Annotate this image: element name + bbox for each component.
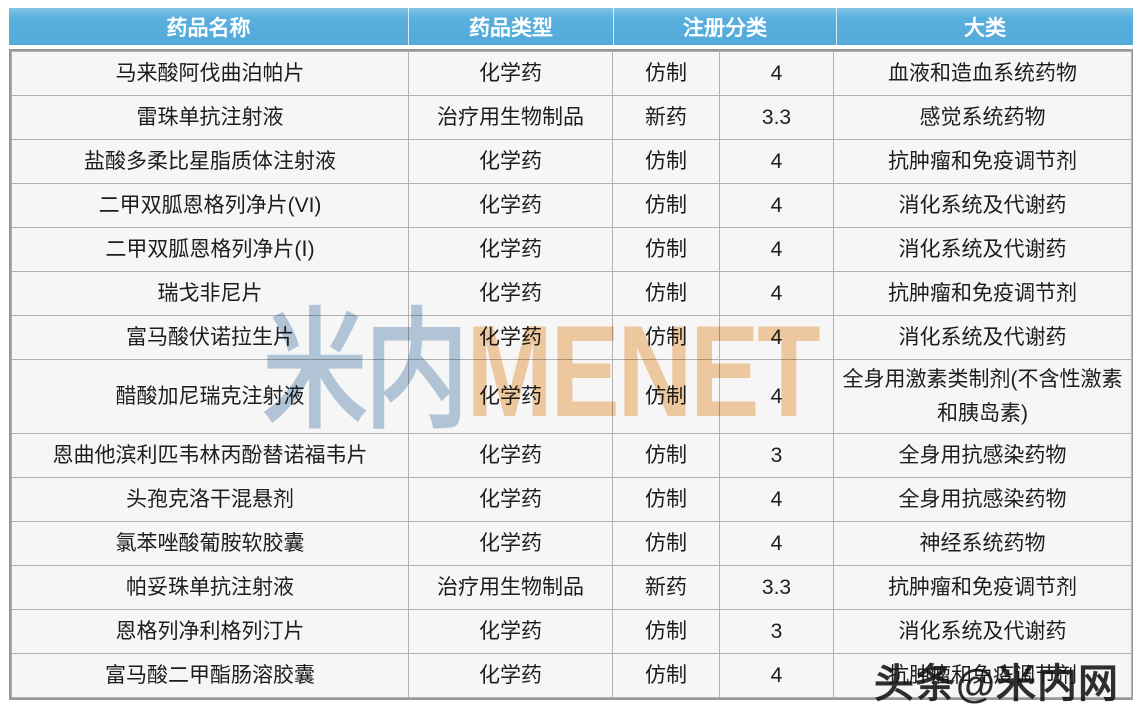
table-row: 雷珠单抗注射液 治疗用生物制品 新药 3.3 感觉系统药物 xyxy=(11,95,1132,140)
cell-category: 感觉系统药物 xyxy=(833,95,1132,140)
cell-category: 全身用抗感染药物 xyxy=(833,477,1132,523)
cell-drug-type: 治疗用生物制品 xyxy=(408,565,613,611)
cell-category: 消化系统及代谢药 xyxy=(833,315,1132,360)
cell-category: 消化系统及代谢药 xyxy=(833,609,1132,655)
cell-reg-type: 新药 xyxy=(612,95,720,140)
column-header-category: 大类 xyxy=(836,8,1133,45)
column-header-drug-type: 药品类型 xyxy=(408,8,613,45)
cell-category: 血液和造血系统药物 xyxy=(833,51,1132,96)
cell-drug-type: 化学药 xyxy=(408,521,613,567)
drug-table-rows: 马来酸阿伐曲泊帕片 化学药 仿制 4 血液和造血系统药物 雷珠单抗注射液 治疗用生物制品 新药… xyxy=(11,51,1132,699)
cell-drug-name: 雷珠单抗注射液 xyxy=(11,95,409,140)
table-row: 瑞戈非尼片 化学药 仿制 4 抗肿瘤和免疫调节剂 xyxy=(11,271,1132,316)
cell-drug-type: 化学药 xyxy=(408,358,613,435)
cell-reg-class: 3.3 xyxy=(719,565,834,611)
cell-drug-type: 化学药 xyxy=(408,315,613,360)
cell-drug-name: 醋酸加尼瑞克注射液 xyxy=(11,358,409,435)
cell-drug-type: 化学药 xyxy=(408,653,613,699)
cell-reg-class: 4 xyxy=(719,358,834,435)
cell-drug-name: 马来酸阿伐曲泊帕片 xyxy=(11,51,409,96)
cell-reg-type: 仿制 xyxy=(612,521,720,567)
cell-drug-name: 二甲双胍恩格列净片(Ⅰ) xyxy=(11,227,409,272)
table-header-row: 药品名称 药品类型 注册分类 大类 xyxy=(9,8,1133,45)
cell-reg-class: 4 xyxy=(719,477,834,523)
drug-table: 马来酸阿伐曲泊帕片 化学药 仿制 4 血液和造血系统药物 雷珠单抗注射液 治疗用生物制品 新药… xyxy=(11,51,1132,699)
cell-drug-name: 富马酸二甲酯肠溶胶囊 xyxy=(11,653,409,699)
cell-drug-type: 化学药 xyxy=(408,139,613,184)
column-header-reg-class: 注册分类 xyxy=(613,8,836,45)
cell-reg-class: 4 xyxy=(719,521,834,567)
cell-reg-class: 4 xyxy=(719,139,834,184)
cell-reg-class: 4 xyxy=(719,51,834,96)
table-row: 马来酸阿伐曲泊帕片 化学药 仿制 4 血液和造血系统药物 xyxy=(11,51,1132,96)
cell-reg-class: 4 xyxy=(719,653,834,699)
table-row: 二甲双胍恩格列净片(Ⅰ) 化学药 仿制 4 消化系统及代谢药 xyxy=(11,227,1132,272)
table-row: 帕妥珠单抗注射液 治疗用生物制品 新药 3.3 抗肿瘤和免疫调节剂 xyxy=(11,565,1132,611)
cell-reg-class: 4 xyxy=(719,227,834,272)
cell-drug-type: 化学药 xyxy=(408,183,613,228)
cell-drug-name: 氯苯唑酸葡胺软胶囊 xyxy=(11,521,409,567)
table-row: 二甲双胍恩格列净片(VI) 化学药 仿制 4 消化系统及代谢药 xyxy=(11,183,1132,228)
table-row: 恩曲他滨利匹韦林丙酚替诺福韦片 化学药 仿制 3 全身用抗感染药物 xyxy=(11,433,1132,479)
cell-reg-type: 新药 xyxy=(612,565,720,611)
table-row: 醋酸加尼瑞克注射液 化学药 仿制 4 全身用激素类制剂(不含性激素和胰岛素) xyxy=(11,358,1132,435)
cell-category: 抗肿瘤和免疫调节剂 xyxy=(833,139,1132,184)
cell-drug-type: 化学药 xyxy=(408,477,613,523)
cell-drug-type: 化学药 xyxy=(408,609,613,655)
cell-reg-class: 3 xyxy=(719,609,834,655)
cell-reg-class: 3 xyxy=(719,433,834,479)
cell-drug-name: 二甲双胍恩格列净片(VI) xyxy=(11,183,409,228)
cell-reg-class: 4 xyxy=(719,183,834,228)
cell-category: 抗肿瘤和免疫调节剂 xyxy=(833,653,1132,699)
cell-reg-class: 3.3 xyxy=(719,95,834,140)
cell-reg-type: 仿制 xyxy=(612,227,720,272)
table-row: 富马酸伏诺拉生片 化学药 仿制 4 消化系统及代谢药 xyxy=(11,315,1132,360)
table-body: 马来酸阿伐曲泊帕片 化学药 仿制 4 血液和造血系统药物 雷珠单抗注射液 治疗用生物制品 新药… xyxy=(9,49,1133,701)
cell-reg-type: 仿制 xyxy=(612,139,720,184)
cell-reg-type: 仿制 xyxy=(612,477,720,523)
cell-reg-type: 仿制 xyxy=(612,609,720,655)
column-header-drug-name: 药品名称 xyxy=(9,8,408,45)
cell-drug-name: 富马酸伏诺拉生片 xyxy=(11,315,409,360)
table-row: 恩格列净利格列汀片 化学药 仿制 3 消化系统及代谢药 xyxy=(11,609,1132,655)
cell-category: 抗肿瘤和免疫调节剂 xyxy=(833,565,1132,611)
cell-drug-type: 治疗用生物制品 xyxy=(408,95,613,140)
cell-drug-name: 瑞戈非尼片 xyxy=(11,271,409,316)
cell-reg-type: 仿制 xyxy=(612,653,720,699)
cell-category: 消化系统及代谢药 xyxy=(833,183,1132,228)
cell-drug-name: 盐酸多柔比星脂质体注射液 xyxy=(11,139,409,184)
cell-reg-type: 仿制 xyxy=(612,315,720,360)
cell-reg-type: 仿制 xyxy=(612,183,720,228)
cell-category: 全身用抗感染药物 xyxy=(833,433,1132,479)
cell-reg-type: 仿制 xyxy=(612,271,720,316)
cell-drug-type: 化学药 xyxy=(408,433,613,479)
cell-category: 全身用激素类制剂(不含性激素和胰岛素) xyxy=(833,358,1132,435)
table-row: 富马酸二甲酯肠溶胶囊 化学药 仿制 4 抗肿瘤和免疫调节剂 xyxy=(11,653,1132,699)
table-row: 头孢克洛干混悬剂 化学药 仿制 4 全身用抗感染药物 xyxy=(11,477,1132,523)
cell-drug-type: 化学药 xyxy=(408,271,613,316)
table-row: 氯苯唑酸葡胺软胶囊 化学药 仿制 4 神经系统药物 xyxy=(11,521,1132,567)
cell-reg-type: 仿制 xyxy=(612,358,720,435)
cell-category: 消化系统及代谢药 xyxy=(833,227,1132,272)
cell-drug-name: 恩格列净利格列汀片 xyxy=(11,609,409,655)
cell-drug-name: 帕妥珠单抗注射液 xyxy=(11,565,409,611)
cell-reg-class: 4 xyxy=(719,315,834,360)
table-row: 盐酸多柔比星脂质体注射液 化学药 仿制 4 抗肿瘤和免疫调节剂 xyxy=(11,139,1132,184)
cell-drug-type: 化学药 xyxy=(408,227,613,272)
cell-drug-name: 恩曲他滨利匹韦林丙酚替诺福韦片 xyxy=(11,433,409,479)
cell-category: 神经系统药物 xyxy=(833,521,1132,567)
cell-category: 抗肿瘤和免疫调节剂 xyxy=(833,271,1132,316)
cell-reg-class: 4 xyxy=(719,271,834,316)
cell-reg-type: 仿制 xyxy=(612,51,720,96)
cell-reg-type: 仿制 xyxy=(612,433,720,479)
cell-drug-name: 头孢克洛干混悬剂 xyxy=(11,477,409,523)
cell-drug-type: 化学药 xyxy=(408,51,613,96)
